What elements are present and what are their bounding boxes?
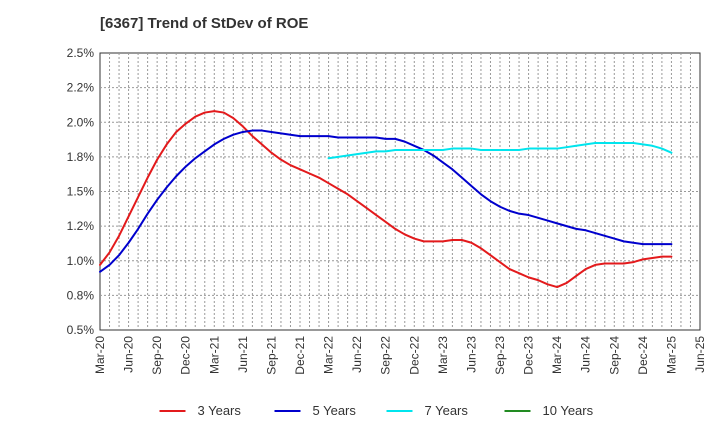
- y-tick-label: 0.8%: [67, 288, 95, 302]
- y-tick-label: 2.0%: [67, 115, 95, 129]
- x-tick-label: Dec-21: [293, 336, 307, 375]
- x-tick-label: Dec-24: [636, 336, 650, 375]
- legend-item-10-years: 10 Years: [504, 403, 594, 418]
- x-tick-label: Mar-21: [207, 336, 221, 374]
- legend-label: 5 Years: [313, 403, 357, 418]
- legend-item-3-years: 3 Years: [159, 403, 242, 418]
- series-line-5-years: [99, 129, 673, 273]
- x-tick-label: Mar-23: [436, 336, 450, 374]
- x-tick-label: Dec-23: [522, 336, 536, 375]
- y-tick-label: 1.2%: [67, 219, 95, 233]
- legend: 3 Years 5 Years 7 Years 10 Years: [159, 403, 594, 418]
- legend-label: 3 Years: [198, 403, 242, 418]
- series-line-3-years: [99, 110, 673, 289]
- x-tick-label: Jun-22: [350, 336, 364, 373]
- x-tick-label: Jun-25: [693, 336, 707, 373]
- y-tick-label: 2.2%: [67, 81, 95, 95]
- y-tick-label: 1.8%: [67, 150, 95, 164]
- y-tick-label: 1.5%: [67, 185, 95, 199]
- x-tick-label: Sep-24: [607, 336, 621, 375]
- series-lines: [99, 110, 673, 289]
- x-tick-label: Mar-20: [93, 336, 107, 374]
- x-tick-label: Mar-25: [664, 336, 678, 374]
- y-tick-label: 2.5%: [67, 46, 95, 60]
- y-axis: 0.5% 0.8% 1.0% 1.2% 1.5% 1.8% 2.0% 2.2% 2.5%: [67, 46, 95, 337]
- x-tick-label: Sep-20: [150, 336, 164, 375]
- y-tick-label: 0.5%: [67, 323, 95, 337]
- x-tick-label: Dec-22: [407, 336, 421, 375]
- chart-title: [6367] Trend of StDev of ROE: [100, 15, 308, 32]
- x-tick-label: Sep-23: [493, 336, 507, 375]
- x-tick-label: Jun-20: [122, 336, 136, 373]
- legend-item-7-years: 7 Years: [386, 403, 469, 418]
- x-tick-label: Jun-24: [579, 336, 593, 373]
- x-axis: Mar-20 Jun-20 Sep-20 Dec-20 Mar-21 Jun-21 Sep-…: [93, 336, 707, 375]
- x-tick-label: Jun-21: [236, 336, 250, 373]
- x-tick-label: Sep-21: [264, 336, 278, 375]
- x-tick-label: Mar-22: [322, 336, 336, 374]
- legend-label: 7 Years: [425, 403, 469, 418]
- x-tick-label: Jun-23: [464, 336, 478, 373]
- x-tick-label: Dec-20: [179, 336, 193, 375]
- x-tick-label: Sep-22: [379, 336, 393, 375]
- y-tick-label: 1.0%: [67, 254, 95, 268]
- legend-label: 10 Years: [543, 403, 594, 418]
- x-tick-label: Mar-24: [550, 336, 564, 374]
- series-line-7-years: [327, 142, 673, 160]
- legend-item-5-years: 5 Years: [274, 403, 357, 418]
- grid-lines: [100, 53, 700, 330]
